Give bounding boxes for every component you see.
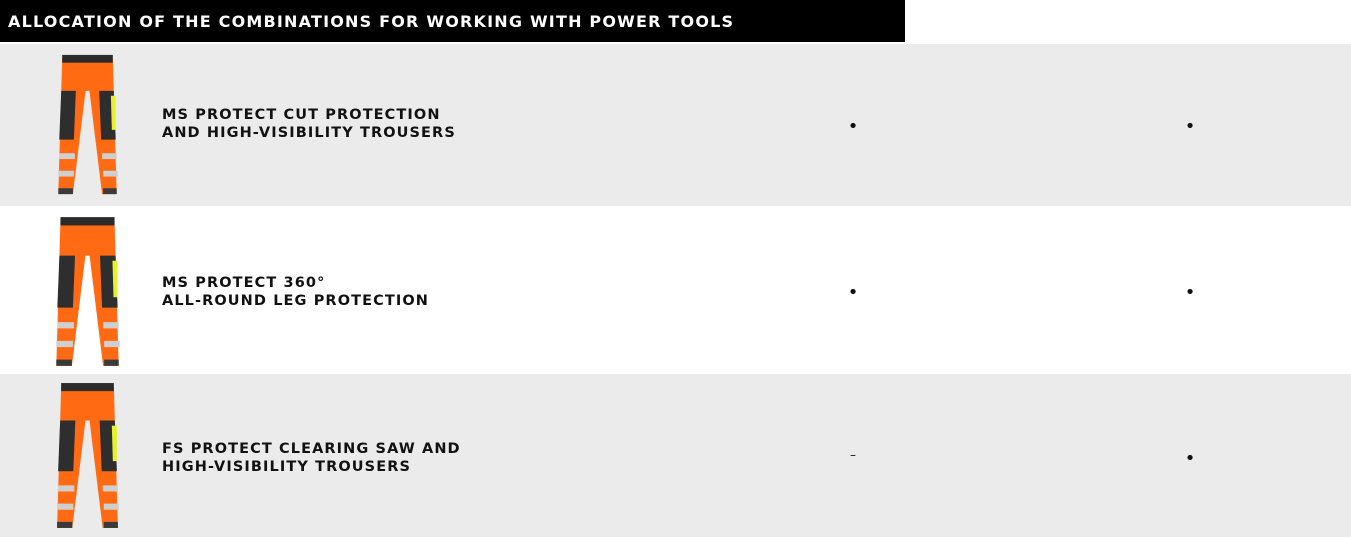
- label-line: ALL-ROUND LEG PROTECTION: [162, 293, 430, 309]
- product-image: [58, 54, 118, 195]
- product-name: MS PROTECT 360° ALL-ROUND LEG PROTECTION: [162, 274, 429, 310]
- header-title: ALLOCATION OF THE COMBINATIONS FOR WORKI…: [8, 12, 735, 31]
- table-cell: •: [847, 282, 859, 303]
- header-bar: ALLOCATION OF THE COMBINATIONS FOR WORKI…: [0, 0, 905, 42]
- table-cell: •: [1184, 116, 1196, 137]
- table-cell: •: [1184, 282, 1196, 303]
- table-row: FS PROTECT CLEARING SAW AND HIGH-VISIBIL…: [0, 374, 1351, 537]
- label-line: MS PROTECT CUT PROTECTION: [162, 107, 441, 123]
- label-line: FS PROTECT CLEARING SAW AND: [162, 441, 461, 457]
- table-row: MS PROTECT CUT PROTECTION AND HIGH-VISIB…: [0, 44, 1351, 206]
- label-line: HIGH-VISIBILITY TROUSERS: [162, 459, 412, 475]
- product-image: [57, 383, 119, 528]
- product-image: [56, 217, 120, 366]
- table-row: MS PROTECT 360° ALL-ROUND LEG PROTECTION…: [0, 208, 1351, 372]
- product-name: FS PROTECT CLEARING SAW AND HIGH-VISIBIL…: [162, 440, 461, 476]
- label-line: MS PROTECT 360°: [162, 275, 326, 291]
- table-cell: •: [1184, 448, 1196, 469]
- label-line: AND HIGH-VISIBILITY TROUSERS: [162, 125, 456, 141]
- table-cell: –: [850, 448, 856, 462]
- product-name: MS PROTECT CUT PROTECTION AND HIGH-VISIB…: [162, 106, 456, 142]
- table-cell: •: [847, 116, 859, 137]
